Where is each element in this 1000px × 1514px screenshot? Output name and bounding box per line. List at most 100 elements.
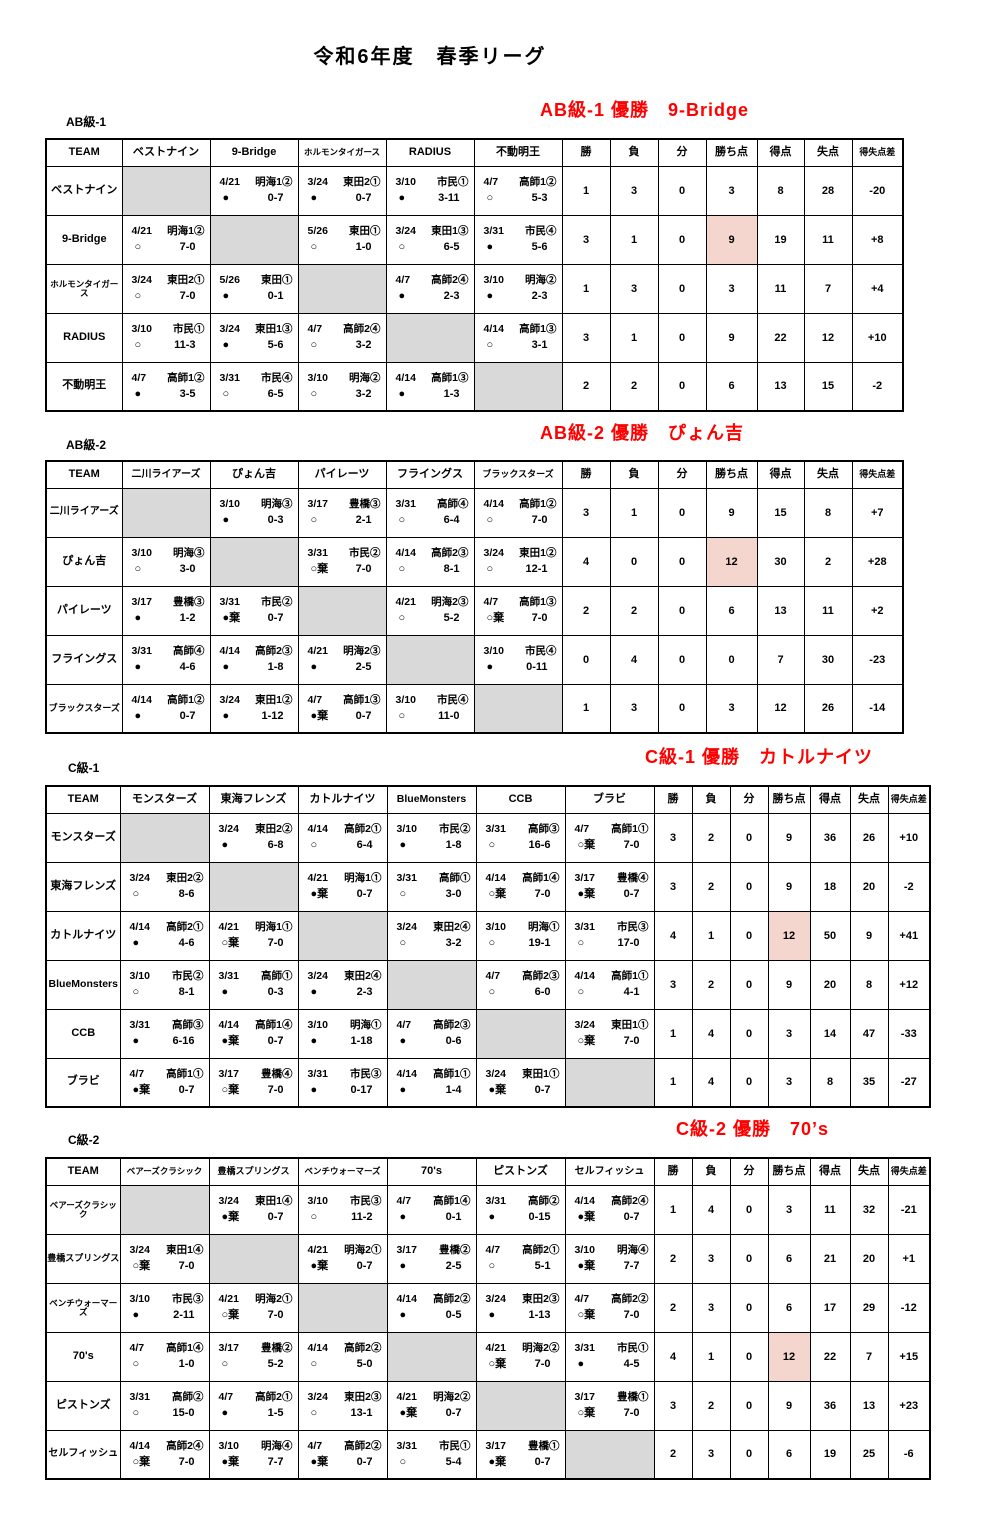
win-loss-mark: ○棄 <box>577 839 596 852</box>
stat-cell: -20 <box>851 165 904 216</box>
match-date-venue: 3/10 明海③ <box>123 548 209 559</box>
match-venue: 高師③ <box>528 822 560 835</box>
diagonal-cell <box>208 861 299 912</box>
stat-cell: 3 <box>691 1429 731 1480</box>
diagonal-cell <box>475 1008 566 1059</box>
team-name-cell: カトルナイツ <box>45 910 121 961</box>
match-score: 17-0 <box>617 937 640 950</box>
match-score: 11-2 <box>351 1211 373 1224</box>
win-loss-mark: ○棄 <box>132 1456 151 1468</box>
stat-cell: 0 <box>729 1184 769 1235</box>
match-result-score: ○ 12-1 <box>475 563 561 576</box>
diagonal-cell <box>119 812 210 863</box>
match-score: 0-7 <box>267 1035 284 1048</box>
match-date: 3/17 <box>307 497 328 510</box>
match-result-score: ● 4-6 <box>123 662 209 673</box>
match-cell: 4/21 明海2① ●棄 0-7 <box>297 1233 388 1284</box>
match-date-venue: 4/21 明海2① <box>299 1245 386 1256</box>
stat-column-header: 得点 <box>756 138 805 167</box>
match-cell: 4/14 高師2③ ● 1-8 <box>209 634 299 685</box>
match-venue: 高師2④ <box>611 1194 649 1207</box>
win-loss-mark: ● <box>132 937 140 950</box>
match-date: 3/31 <box>574 920 595 933</box>
match-result-score: ● 4-6 <box>121 937 208 950</box>
win-loss-mark: ● <box>399 1035 407 1048</box>
match-info: 3/31 市民① ● 4-5 <box>566 1343 653 1371</box>
win-loss-mark: ● <box>486 661 494 674</box>
stat-cell: 0 <box>657 263 707 314</box>
match-venue: 高師2① <box>255 1390 293 1403</box>
match-date-venue: 3/31 市民④ <box>211 371 297 384</box>
match-score: 0-7 <box>355 192 372 205</box>
match-date: 4/21 <box>485 1341 506 1354</box>
match-venue: 明海② <box>525 273 557 286</box>
stat-cell: 19 <box>756 214 805 265</box>
stat-cell: 4 <box>561 536 611 587</box>
match-score: 19-1 <box>528 937 551 950</box>
match-cell: 3/24 東田1④ ●棄 0-7 <box>208 1184 299 1235</box>
team-row: フライングス 3/31 高師④ ● 4-6 4/14 高師2③ ● 1-8 4/21 明海2③ ● 2-… <box>45 634 904 685</box>
match-venue: 高師② <box>528 1194 560 1207</box>
match-date-venue: 3/24 東田1③ <box>211 324 297 335</box>
win-loss-mark: ○棄 <box>310 563 329 576</box>
stat-cell: 26 <box>849 812 889 863</box>
match-score: 0-7 <box>267 1211 284 1224</box>
stat-column-header: 得点 <box>809 785 851 814</box>
match-result-score: ○ 13-1 <box>299 1408 386 1419</box>
match-date-venue: 3/31 市民① <box>566 1343 653 1354</box>
match-cell: 3/10 市民④ ● 0-11 <box>473 634 563 685</box>
team-row: 9-Bridge 4/21 明海1② ○ 7-0 5/26 東田① ○ 1-0 3/24 東田1③ ○… <box>45 214 904 265</box>
stat-cell: 6 <box>705 585 758 636</box>
match-date: 4/21 <box>307 644 328 657</box>
match-venue: 高師2③ <box>433 1018 471 1031</box>
stat-cell: 1 <box>561 683 611 734</box>
win-loss-mark: ○棄 <box>221 937 240 950</box>
stat-cell: 1 <box>653 1057 693 1108</box>
stat-cell: 0 <box>729 1380 769 1431</box>
stat-column-header: 分 <box>729 785 769 814</box>
stat-column-header: 勝ち点 <box>705 138 758 167</box>
match-score: 2-3 <box>443 290 460 303</box>
match-date-venue: 4/7 高師1③ <box>299 694 385 706</box>
match-result-score: ● 2-11 <box>121 1310 208 1321</box>
match-result-score: ● 0-5 <box>388 1310 475 1321</box>
match-score: 12-1 <box>525 563 548 576</box>
match-score: 7-0 <box>267 1084 284 1096</box>
match-cell: 3/10 市民③ ○ 11-2 <box>297 1184 388 1235</box>
stat-cell: 26 <box>803 683 853 734</box>
match-result-score: ○ 1-0 <box>121 1359 208 1370</box>
win-loss-mark: ● <box>488 1309 496 1322</box>
match-result-score: ● 3-5 <box>123 389 209 400</box>
match-score: 1-5 <box>267 1407 284 1420</box>
match-info: 3/17 豊橋③ ● 1-2 <box>123 597 209 625</box>
match-cell: 3/10 明海④ ●棄 7-7 <box>208 1429 299 1480</box>
win-loss-mark: ● <box>486 290 494 303</box>
match-venue: 明海① <box>528 920 560 933</box>
stat-column-header: 失点 <box>849 1157 889 1186</box>
match-cell: 3/24 東田1③ ● 5-6 <box>209 312 299 363</box>
match-result-score: ●棄 0-7 <box>299 711 385 722</box>
match-date-venue: 3/31 高師④ <box>123 646 209 657</box>
match-date: 3/10 <box>574 1243 595 1256</box>
match-result-score: ○ 15-0 <box>121 1408 208 1419</box>
stat-cell: 7 <box>756 634 805 685</box>
match-result-score: ○ 3-0 <box>123 564 209 575</box>
match-venue: 市民④ <box>261 371 293 384</box>
match-date-venue: 4/7 高師2③ <box>388 1018 475 1031</box>
win-loss-mark: ●棄 <box>221 1456 240 1468</box>
match-info: 3/31 市民③ ● 0-17 <box>299 1068 386 1097</box>
match-result-score: ●棄 0-7 <box>566 889 653 900</box>
match-cell: 4/21 明海1① ●棄 0-7 <box>297 861 388 912</box>
stat-cell: 6 <box>767 1282 811 1333</box>
opponent-column-header: 9-Bridge <box>209 138 299 167</box>
match-result-score: ● 1-2 <box>123 613 209 624</box>
win-loss-mark: ● <box>398 192 406 205</box>
match-cell: 4/7 高師2④ ● 2-3 <box>385 263 475 314</box>
match-date: 4/14 <box>307 1341 328 1354</box>
match-info: 3/24 東田1② ○ 12-1 <box>475 548 561 576</box>
stat-cell: 0 <box>729 1057 769 1108</box>
match-cell: 3/31 市民② ●棄 0-7 <box>209 585 299 636</box>
match-venue: 高師1① <box>611 822 649 835</box>
match-venue: 明海② <box>349 371 381 384</box>
stat-cell: -12 <box>887 1282 931 1333</box>
